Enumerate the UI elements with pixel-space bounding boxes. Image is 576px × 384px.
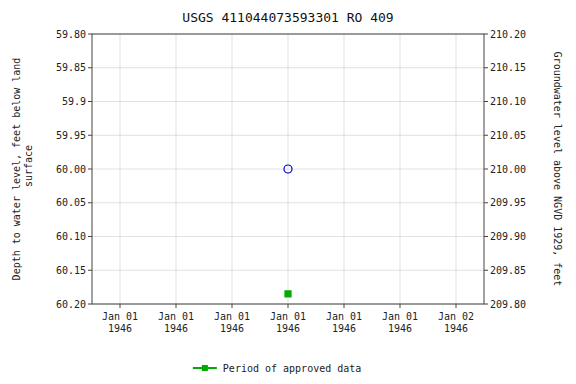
point — [284, 165, 292, 173]
grid-line — [456, 34, 457, 304]
tick — [456, 304, 457, 308]
tick-label: 59.9 — [62, 96, 86, 107]
tick — [88, 236, 92, 237]
tick-label: 60.15 — [56, 265, 86, 276]
tick — [288, 304, 289, 308]
legend: Period of approved data — [193, 363, 361, 374]
tick — [484, 101, 488, 102]
tick — [232, 304, 233, 308]
tick-label: 209.80 — [490, 299, 526, 310]
text-line: Jan 01 — [270, 311, 306, 322]
text-line: 1946 — [444, 323, 468, 334]
tick-label: 59.80 — [56, 29, 86, 40]
tick — [88, 101, 92, 102]
text-line: 1946 — [276, 323, 300, 334]
tick — [88, 34, 92, 35]
chart: 59.80 59.85 59.9 59.95 60.00 60.05 60.10 60.15 6… — [0, 0, 576, 384]
tick-label: 210.10 — [490, 96, 526, 107]
tick — [484, 202, 488, 203]
tick — [88, 135, 92, 136]
background — [0, 0, 576, 384]
tick-label: 59.95 — [56, 130, 86, 141]
tick-label: 60.20 — [56, 299, 86, 310]
tick — [400, 304, 401, 308]
tick-label: 210.20 — [490, 29, 526, 40]
points — [284, 165, 292, 297]
tick-label: 209.85 — [490, 265, 526, 276]
tick — [484, 135, 488, 136]
tick-label: 59.85 — [56, 62, 86, 73]
legend-label: Period of approved data — [223, 363, 361, 374]
grid-line — [232, 34, 233, 304]
text-line: Jan 01 — [382, 311, 418, 322]
tick-label: Jan 011946 — [270, 311, 306, 334]
tick-label: Jan 011946 — [158, 311, 194, 334]
tick-label: Jan 011946 — [102, 311, 138, 334]
grid-line — [176, 34, 177, 304]
text-line: surface — [23, 145, 34, 193]
y-axis: 59.80 59.85 59.9 59.95 60.00 60.05 60.10 60.15 6… — [56, 29, 92, 310]
tick-label: Jan 011946 — [382, 311, 418, 334]
text-line: Jan 01 — [214, 311, 250, 322]
text-line: 1946 — [332, 323, 356, 334]
text-line: Depth to water level, feet below land — [11, 58, 22, 281]
y2-axis-label: Groundwater level above NGVD 1929, feet — [552, 52, 563, 287]
tick-label: 60.00 — [56, 164, 86, 175]
tick — [484, 304, 488, 305]
grid-line — [344, 34, 345, 304]
tick — [88, 270, 92, 271]
tick-label: Jan 021946 — [438, 311, 474, 334]
tick — [120, 304, 121, 308]
tick — [484, 169, 488, 170]
grid-line — [400, 34, 401, 304]
x-axis: Jan 011946Jan 011946Jan 011946Jan 011946… — [102, 304, 474, 334]
plot-frame — [92, 34, 484, 304]
text-line: 1946 — [108, 323, 132, 334]
grid-line — [120, 34, 121, 304]
tick-label: Jan 011946 — [326, 311, 362, 334]
point — [285, 291, 291, 297]
tick-label: 60.10 — [56, 231, 86, 242]
title: USGS 411044073593301 RO 409 — [182, 10, 393, 25]
tick-label: 210.00 — [490, 164, 526, 175]
y2-axis: 210.20 210.15 210.10 210.05 210.00 209.95 209.… — [484, 29, 526, 310]
tick — [88, 67, 92, 68]
tick — [88, 169, 92, 170]
tick-label: 210.15 — [490, 62, 526, 73]
grid-line — [288, 34, 289, 304]
text-line: Jan 01 — [102, 311, 138, 322]
text-line: Jan 02 — [438, 311, 474, 322]
tick — [484, 270, 488, 271]
text-line: 1946 — [220, 323, 244, 334]
tick — [176, 304, 177, 308]
tick — [88, 202, 92, 203]
tick — [484, 34, 488, 35]
tick-label: 209.90 — [490, 231, 526, 242]
text-line: 1946 — [164, 323, 188, 334]
grid — [92, 34, 484, 304]
tick — [484, 236, 488, 237]
tick — [344, 304, 345, 308]
tick — [88, 304, 92, 305]
tick-label: Jan 011946 — [214, 311, 250, 334]
y-axis-label: Depth to water level, feet below land su… — [11, 58, 34, 281]
legend-swatch-marker — [202, 365, 208, 371]
text-line: Jan 01 — [158, 311, 194, 322]
text-line: 1946 — [388, 323, 412, 334]
text-line: Jan 01 — [326, 311, 362, 322]
tick — [484, 67, 488, 68]
tick-label: 209.95 — [490, 197, 526, 208]
tick-label: 210.05 — [490, 130, 526, 141]
tick-label: 60.05 — [56, 197, 86, 208]
